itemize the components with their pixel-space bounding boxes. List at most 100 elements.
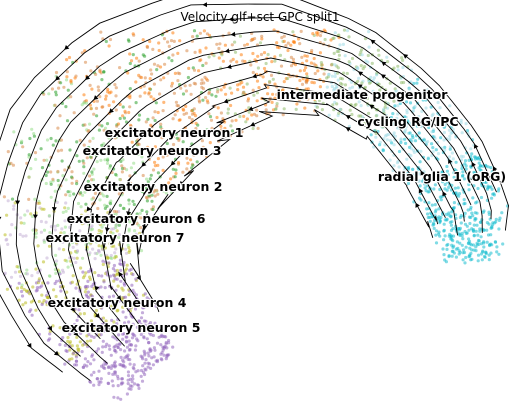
cell-point <box>305 54 309 58</box>
cell-point <box>140 355 144 359</box>
cell-point <box>127 202 131 206</box>
cell-point <box>88 122 92 126</box>
cell-point <box>42 299 46 303</box>
velocity-arrow <box>358 71 364 76</box>
cell-point <box>460 131 464 135</box>
cell-point <box>224 92 228 96</box>
cell-point <box>443 234 447 238</box>
cell-point <box>474 245 478 249</box>
cell-point <box>142 306 146 310</box>
cell-point <box>93 251 97 255</box>
cell-point <box>128 52 132 56</box>
cell-point <box>88 232 93 236</box>
cell-point <box>106 157 110 161</box>
cell-point <box>110 227 114 231</box>
cell-point <box>121 158 125 162</box>
cell-point <box>442 253 446 257</box>
cell-point <box>169 177 173 181</box>
velocity-arrow <box>170 160 176 166</box>
cell-point <box>75 182 79 186</box>
cell-point <box>171 345 175 349</box>
cell-point <box>197 69 201 73</box>
cell-point <box>68 193 72 198</box>
cell-point <box>68 332 72 336</box>
cell-point <box>233 50 238 54</box>
cell-point <box>245 117 249 121</box>
cell-point <box>138 231 142 235</box>
cell-point <box>439 146 444 150</box>
cell-point <box>434 208 438 212</box>
cell-point <box>216 131 220 135</box>
cell-point <box>85 339 89 343</box>
cell-point <box>316 94 320 98</box>
cell-point <box>92 370 96 374</box>
cell-point <box>201 63 205 68</box>
cell-point <box>378 140 382 144</box>
cell-point <box>135 184 139 188</box>
cell-point <box>166 40 170 44</box>
cell-point <box>49 225 54 229</box>
cell-point <box>176 51 180 56</box>
cell-point <box>64 209 68 213</box>
cell-point <box>467 239 472 243</box>
cell-point <box>251 126 255 131</box>
cell-point <box>142 330 146 334</box>
cell-point <box>60 159 64 163</box>
cell-point <box>103 218 108 222</box>
cell-point <box>108 37 113 42</box>
cell-point <box>89 183 93 187</box>
cell-point <box>38 201 42 205</box>
cell-point <box>93 271 97 275</box>
cell-point <box>186 161 190 165</box>
cell-point <box>281 88 285 92</box>
cell-point <box>191 35 195 39</box>
velocity-arrow <box>492 166 498 172</box>
cell-point <box>207 33 211 37</box>
cell-point <box>450 220 454 224</box>
cell-point <box>9 275 14 279</box>
cell-point <box>103 203 107 207</box>
cell-point <box>83 357 87 361</box>
cell-point <box>392 99 396 103</box>
cell-point <box>153 145 157 149</box>
cell-point <box>195 34 199 38</box>
cell-point <box>342 28 347 32</box>
cell-point <box>2 195 6 199</box>
cell-point <box>288 92 292 96</box>
cell-point <box>130 302 134 306</box>
cell-point <box>45 158 49 162</box>
cell-point <box>125 237 129 241</box>
cell-point <box>165 153 169 157</box>
cell-point <box>478 227 482 231</box>
cell-point <box>107 365 111 369</box>
cell-point <box>40 302 44 307</box>
cell-point <box>62 231 66 235</box>
cell-point <box>153 132 157 137</box>
cell-point <box>178 72 182 76</box>
cell-point <box>417 196 422 200</box>
cell-point <box>121 206 126 210</box>
cell-point <box>431 146 435 150</box>
cell-point <box>137 118 141 122</box>
cell-point <box>75 239 80 243</box>
cell-point <box>400 56 404 60</box>
cell-point <box>167 181 171 185</box>
cell-point <box>370 61 374 65</box>
cell-point <box>427 201 431 205</box>
cell-point <box>50 304 54 309</box>
cell-point <box>107 344 111 348</box>
cell-point <box>204 96 208 100</box>
cell-point <box>88 362 93 366</box>
cell-point <box>220 133 225 137</box>
cell-point <box>126 71 130 75</box>
cell-point <box>34 235 38 239</box>
cell-point <box>477 161 481 165</box>
cell-point <box>101 363 106 367</box>
cell-point <box>118 102 122 107</box>
cell-point <box>467 215 472 219</box>
cell-point <box>162 76 166 80</box>
cell-point <box>142 335 146 339</box>
cell-point <box>90 294 94 298</box>
cell-point <box>74 286 78 290</box>
cell-point <box>149 366 153 370</box>
